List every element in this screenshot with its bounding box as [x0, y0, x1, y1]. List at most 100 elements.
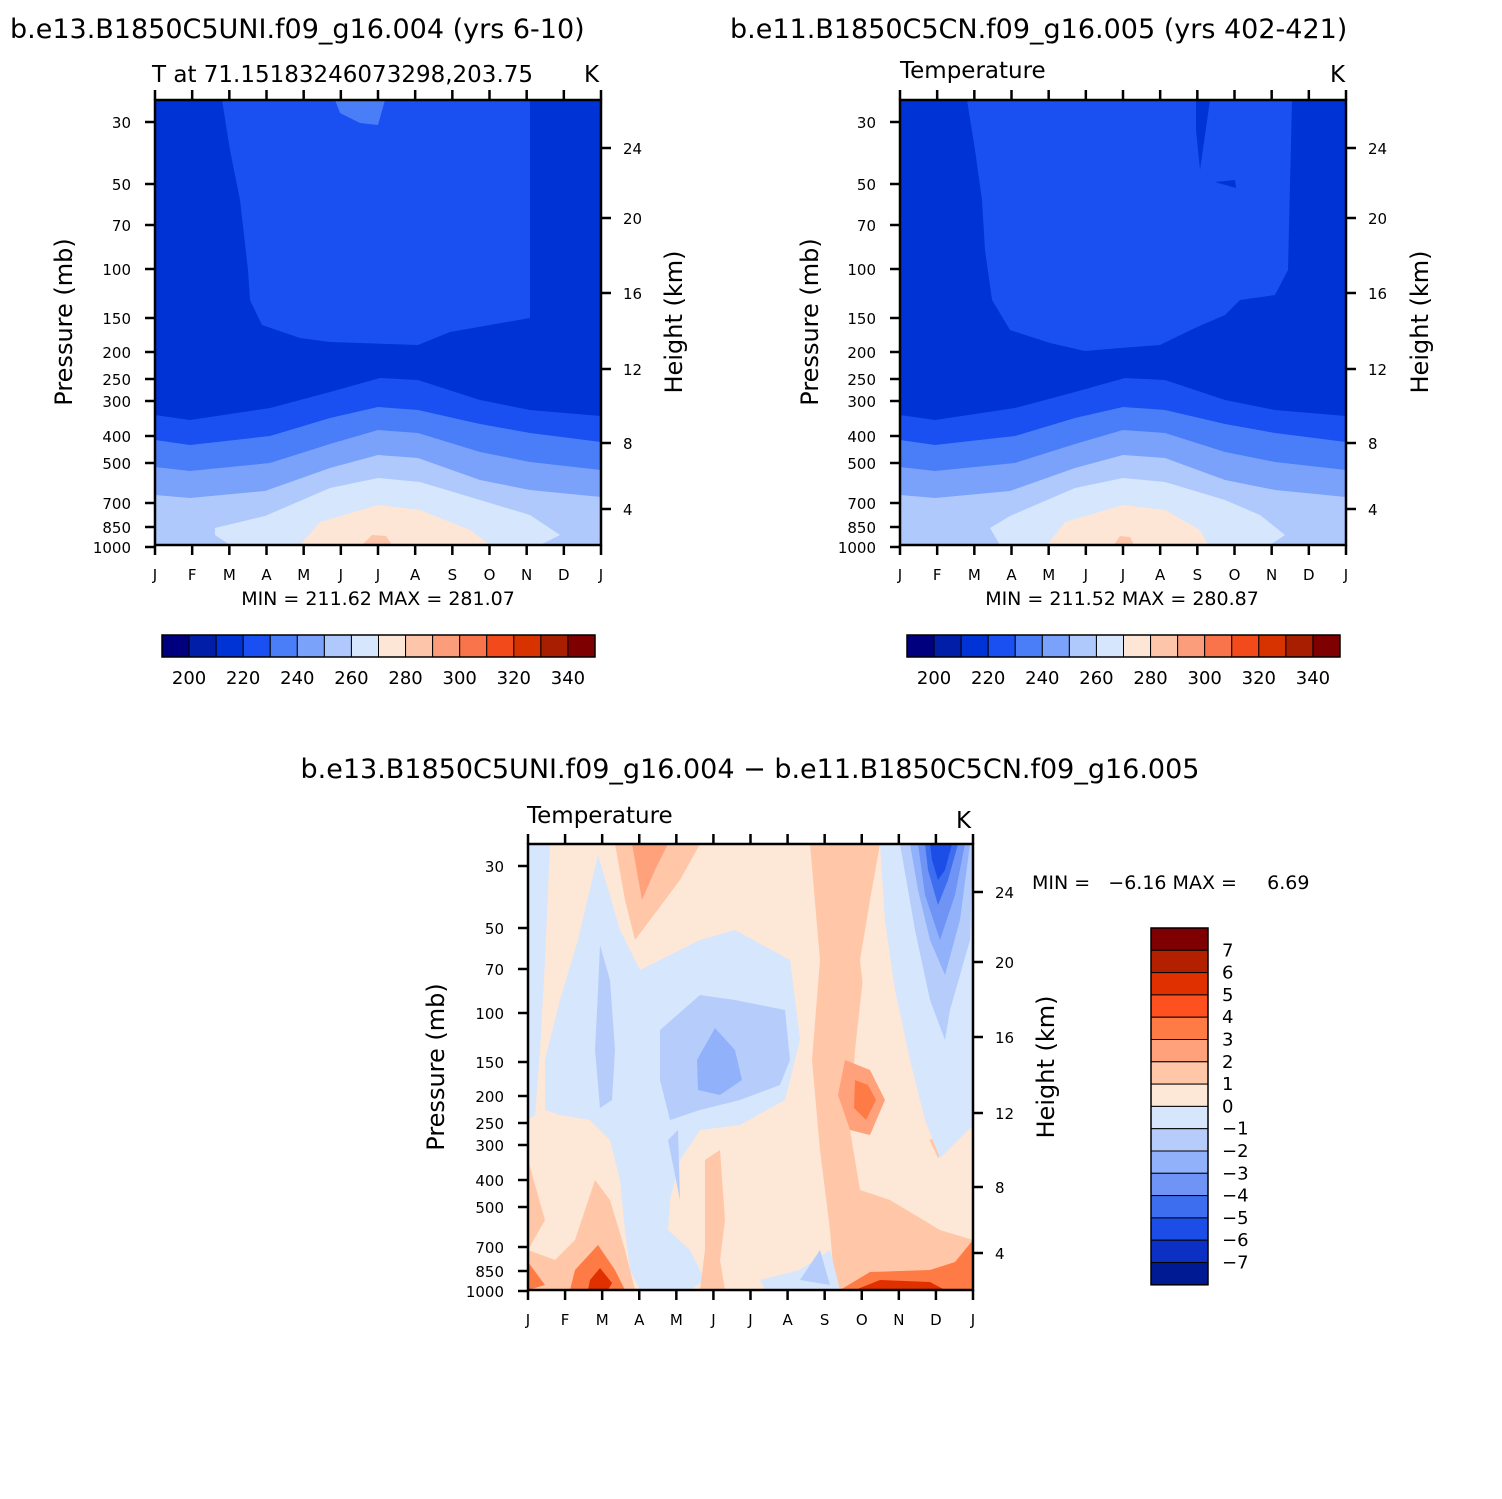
colorbar-swatch	[323, 634, 352, 658]
y-tick-label: 30	[485, 858, 504, 876]
colorbar-swatch	[1150, 1195, 1209, 1219]
panel-b-colorbar: 200 220 240 260 280 300 320 340	[906, 634, 1341, 689]
colorbar-swatch	[1150, 1083, 1209, 1107]
band-c-pos1-topleft	[615, 844, 700, 940]
x-tick-label: J	[970, 1311, 975, 1329]
colorbar-label: 4	[1222, 1007, 1233, 1028]
colorbar-label: −4	[1222, 1186, 1249, 1207]
colorbar-swatch	[1150, 949, 1209, 974]
colorbar-swatch	[1150, 927, 1209, 951]
panel-c-tickmarks: J F M A M J J A S O N D J 30 50 70 100 150 200 250 300 400 500…	[466, 834, 1014, 1329]
band-c-pos5-mar	[588, 1268, 612, 1290]
panel-b-ylabel: Pressure (mb)	[796, 238, 824, 405]
panel-a-ylabel: Pressure (mb)	[50, 238, 78, 405]
x-tick-label: A	[634, 1311, 645, 1329]
colorbar-swatch	[960, 634, 989, 658]
x-tick-label: J	[525, 1311, 530, 1329]
band-b-peak	[1114, 536, 1134, 545]
colorbar-label: 6	[1222, 963, 1233, 984]
panel-b-subtitle-right: K	[1330, 62, 1346, 88]
x-tick-label: J	[152, 566, 157, 584]
y-tick-label-right: 24	[1368, 140, 1387, 158]
y-tick-label: 250	[475, 1115, 504, 1133]
x-tick-label: S	[1193, 566, 1203, 584]
colorbar-swatch	[242, 634, 271, 658]
colorbar-label: 300	[443, 668, 477, 689]
x-tick-label: J	[710, 1311, 715, 1329]
y-tick-label-right: 4	[623, 501, 633, 519]
colorbar-swatch	[1150, 1039, 1209, 1063]
band-c-pos5-bottom	[855, 1280, 945, 1290]
y-tick-label: 400	[102, 428, 131, 446]
colorbar-swatch	[1285, 634, 1314, 658]
y-tick-label: 30	[112, 114, 131, 132]
colorbar-swatch	[1123, 634, 1152, 658]
y-tick-label: 100	[475, 1005, 504, 1023]
colorbar-label: 2	[1222, 1052, 1233, 1073]
band-c-pos1-jun	[700, 1150, 725, 1290]
x-tick-label: A	[261, 566, 272, 584]
y-tick-label: 850	[475, 1263, 504, 1281]
y-tick-label: 70	[485, 961, 504, 979]
colorbar-swatch	[188, 634, 217, 658]
y-tick-label-right: 24	[623, 140, 642, 158]
y-tick-label: 700	[475, 1239, 504, 1257]
band-c-neg2-core	[697, 1028, 742, 1095]
y-tick-label: 150	[102, 310, 131, 328]
y-tick-label-right: 8	[995, 1179, 1005, 1197]
y-tick-label-right: 20	[995, 954, 1014, 972]
y-tick-label: 500	[102, 455, 131, 473]
panel-c-contours	[528, 844, 973, 1290]
band-c-neg-left	[528, 844, 550, 1120]
x-tick-label: N	[1266, 566, 1277, 584]
band-c-pos2-topleft	[632, 844, 668, 900]
band-c-pos3-right	[854, 1080, 876, 1120]
colorbar-swatch	[1150, 1172, 1209, 1197]
y-tick-label-right: 20	[623, 210, 642, 228]
panel-a-contours	[155, 100, 601, 545]
panel-c-stats: MIN = −6.16 MAX = 6.69	[1032, 872, 1309, 894]
x-tick-label: M	[670, 1311, 683, 1329]
y-tick-label: 1000	[466, 1283, 504, 1301]
panel-a-colorbar: 200 220 240 260 280 300 320 340	[161, 634, 596, 689]
x-tick-label: J	[1120, 566, 1125, 584]
colorbar-label: 240	[280, 668, 314, 689]
y-tick-label: 30	[857, 114, 876, 132]
x-tick-label: D	[1303, 566, 1315, 584]
y-tick-label-right: 12	[995, 1105, 1014, 1123]
colorbar-swatch	[1150, 994, 1209, 1018]
colorbar-swatch	[215, 634, 244, 658]
x-tick-label: F	[188, 566, 197, 584]
band-b-230-240	[967, 100, 1292, 351]
y-tick-label-right: 12	[1368, 361, 1387, 379]
y-tick-label: 1000	[838, 539, 876, 557]
colorbar-swatch	[1312, 634, 1341, 658]
y-tick-label: 300	[102, 393, 131, 411]
y-tick-label: 700	[102, 495, 131, 513]
y-tick-label-right: 16	[1368, 285, 1387, 303]
colorbar-swatch	[1014, 634, 1043, 658]
colorbar-label: 300	[1188, 668, 1222, 689]
x-tick-label: O	[484, 566, 496, 584]
colorbar-label: −3	[1222, 1163, 1249, 1184]
y-tick-label-right: 8	[623, 435, 633, 453]
panel-b-subtitle-left: Temperature	[899, 58, 1046, 84]
x-tick-label: A	[782, 1311, 793, 1329]
panel-a-title: b.e13.B1850C5UNI.f09_g16.004 (yrs 6-10)	[10, 14, 585, 45]
colorbar-frame	[1150, 927, 1209, 1286]
y-tick-label: 850	[102, 519, 131, 537]
y-tick-label: 200	[102, 344, 131, 362]
colorbar-swatch	[269, 634, 298, 658]
x-tick-label: D	[930, 1311, 942, 1329]
colorbar-swatch	[1231, 634, 1260, 658]
colorbar-label: 340	[551, 668, 585, 689]
x-tick-label: A	[410, 566, 421, 584]
band-a-peak	[362, 535, 392, 545]
x-tick-label: J	[1343, 566, 1348, 584]
colorbar-label: 7	[1222, 940, 1233, 961]
y-tick-label: 300	[475, 1137, 504, 1155]
colorbar-swatch	[1258, 634, 1287, 658]
y-tick-label: 400	[847, 428, 876, 446]
colorbar-label: 320	[497, 668, 531, 689]
